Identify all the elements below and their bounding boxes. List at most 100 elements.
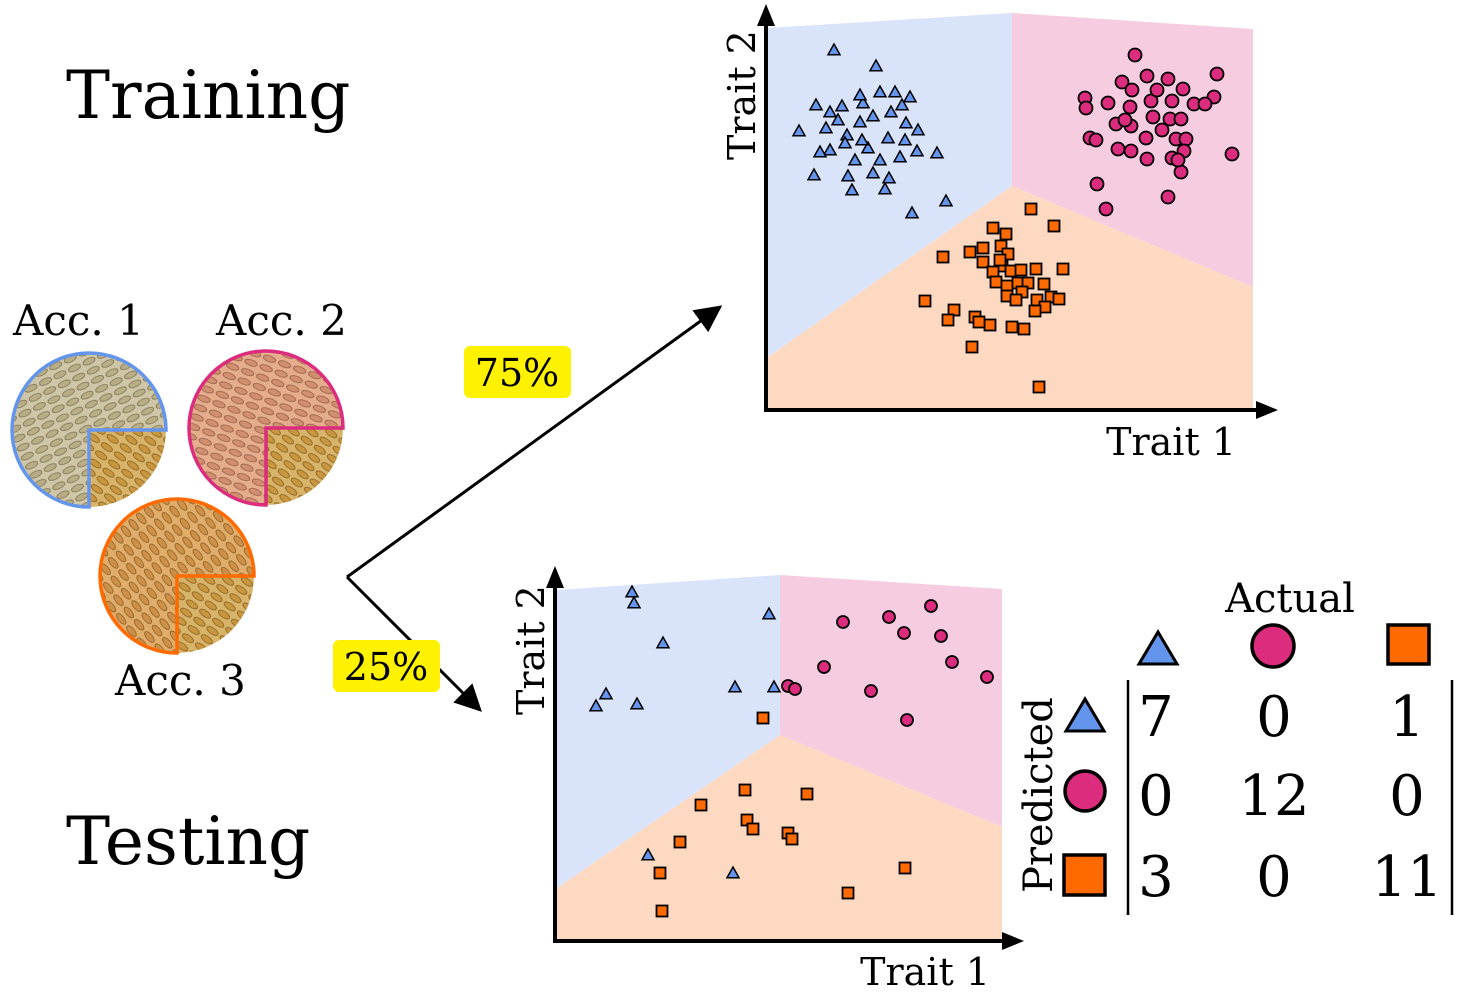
test-point-class3 — [785, 832, 799, 846]
train-point-class1 — [812, 144, 828, 158]
test-point-class3 — [800, 787, 814, 801]
test-point-class1 — [655, 635, 671, 649]
train-point-class2 — [1088, 132, 1104, 148]
cm-r1-c1: 7 — [1138, 685, 1174, 750]
train-point-class1 — [892, 149, 908, 163]
test-axes — [546, 566, 1024, 950]
train-pct-badge — [464, 346, 571, 398]
train-point-class1 — [883, 104, 899, 118]
test-point-class2 — [836, 615, 850, 629]
train-axes — [757, 4, 1278, 419]
test-xlabel: Trait 1 — [860, 950, 990, 994]
train-scatter-points — [791, 42, 1240, 394]
train-point-class1 — [860, 140, 876, 154]
cm-r1-c2: 0 — [1256, 685, 1292, 750]
train-point-class2 — [1160, 71, 1176, 87]
train-arrow — [346, 305, 723, 579]
train-point-class1 — [929, 145, 945, 159]
testing-title: Testing — [66, 803, 310, 880]
acc-3-label: Acc. 3 — [114, 656, 246, 705]
test-point-class1 — [727, 679, 743, 693]
train-point-class1 — [865, 108, 881, 122]
train-point-class1 — [852, 114, 868, 128]
test-decision-regions — [557, 575, 1002, 940]
test-point-class3 — [841, 886, 855, 900]
train-point-class1 — [808, 97, 824, 111]
cm-r3-c1: 3 — [1138, 845, 1174, 910]
test-point-class3 — [655, 904, 669, 918]
train-point-class1 — [818, 120, 834, 134]
test-point-class2 — [882, 610, 896, 624]
train-point-class2 — [1164, 93, 1180, 109]
train-point-class2 — [1154, 122, 1170, 138]
predicted-circle-icon — [1063, 769, 1107, 813]
train-point-class3 — [1032, 380, 1046, 394]
train-point-class3 — [1052, 292, 1066, 306]
train-point-class2 — [1089, 176, 1105, 192]
test-pct-label: 25% — [344, 645, 428, 689]
train-point-class3 — [1056, 262, 1070, 276]
train-point-class2 — [1139, 68, 1155, 84]
train-point-class1 — [868, 58, 884, 72]
test-point-class3 — [653, 866, 667, 880]
actual-square-icon — [1386, 623, 1431, 666]
test-point-class1 — [626, 595, 642, 609]
train-point-class1 — [837, 135, 853, 149]
train-point-class2 — [1224, 146, 1240, 162]
cm-r2-c1: 0 — [1138, 764, 1174, 829]
train-decision-regions — [768, 13, 1253, 408]
cm-r2-c2: 12 — [1238, 764, 1309, 829]
train-point-class2 — [1100, 95, 1116, 111]
test-point-class1 — [629, 696, 645, 710]
train-point-class2 — [1122, 99, 1138, 115]
train-point-class2 — [1178, 131, 1194, 147]
train-point-class1 — [910, 122, 926, 136]
train-point-class3 — [1005, 320, 1019, 334]
accession-3-pie — [98, 497, 256, 655]
train-point-class2 — [1114, 74, 1130, 90]
train-point-class1 — [898, 115, 914, 129]
train-point-class2 — [1123, 143, 1139, 159]
train-point-class3 — [965, 340, 979, 354]
actual-triangle-icon — [1136, 629, 1180, 666]
train-point-class3 — [941, 313, 955, 327]
training-title: Training — [66, 57, 350, 134]
test-point-class3 — [746, 822, 760, 836]
test-point-class2 — [864, 684, 878, 698]
train-point-class2 — [1209, 66, 1225, 82]
train-ylabel: Trait 2 — [720, 30, 764, 160]
test-point-class2 — [924, 599, 938, 613]
train-point-class2 — [1175, 81, 1191, 97]
test-scatter-points — [588, 584, 994, 918]
train-point-class1 — [822, 142, 838, 156]
train-point-class2 — [1170, 152, 1186, 168]
test-point-class3 — [738, 783, 752, 797]
train-point-class3 — [1037, 277, 1051, 291]
train-point-class3 — [976, 255, 990, 269]
train-point-class3 — [983, 318, 997, 332]
cm-r3-c2: 0 — [1256, 845, 1292, 910]
train-point-class1 — [909, 143, 925, 157]
predicted-triangle-icon — [1063, 696, 1107, 733]
actual-label: Actual — [1224, 576, 1355, 622]
train-point-class2 — [1143, 93, 1159, 109]
test-point-class2 — [788, 682, 802, 696]
train-point-class1 — [826, 42, 842, 56]
train-point-class1 — [852, 87, 868, 101]
actual-circle-icon — [1250, 623, 1296, 669]
train-point-class1 — [791, 123, 807, 137]
train-point-class1 — [865, 165, 881, 179]
train-point-class1 — [880, 130, 896, 144]
train-point-class1 — [840, 168, 856, 182]
train-point-class2 — [1124, 82, 1140, 98]
train-point-class2 — [1160, 189, 1176, 205]
accession-1-pie — [10, 351, 168, 509]
test-ylabel: Trait 2 — [509, 585, 553, 715]
test-point-class3 — [673, 835, 687, 849]
test-point-class3 — [898, 861, 912, 875]
test-point-class1 — [761, 606, 777, 620]
train-point-class1 — [904, 205, 920, 219]
train-point-class2 — [1173, 111, 1189, 127]
test-point-class2 — [817, 660, 831, 674]
